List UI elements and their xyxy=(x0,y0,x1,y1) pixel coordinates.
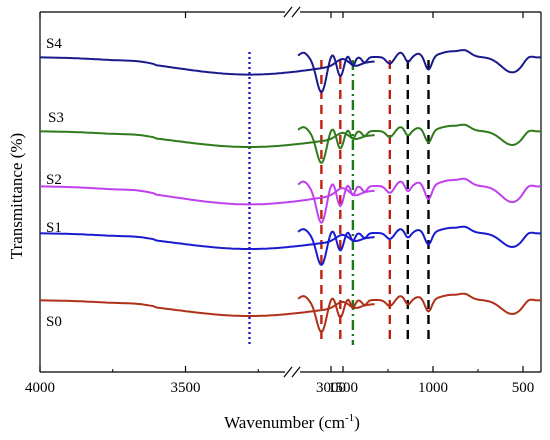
y-axis-title: Transmittance (%) xyxy=(7,133,26,259)
axis-break-mark-bottom xyxy=(291,366,301,378)
series-line-s3 xyxy=(297,123,542,165)
series-line-s0 xyxy=(39,299,375,317)
spectra xyxy=(39,49,542,334)
series-label-s3: S3 xyxy=(48,110,64,126)
axis-break-mark-bottom xyxy=(283,366,293,378)
x-tick-label: 4000 xyxy=(25,380,55,396)
x-tick-label: 1000 xyxy=(418,380,448,396)
series-line-s0 xyxy=(297,292,542,334)
axis-break-mark-top xyxy=(283,6,293,18)
x-tick-label: 3500 xyxy=(171,380,201,396)
series-line-s4 xyxy=(297,49,541,94)
series-line-s1 xyxy=(39,232,375,250)
series-line-s3 xyxy=(39,130,375,148)
series-line-s4 xyxy=(40,56,375,76)
series-line-s2 xyxy=(297,177,541,224)
x-tick-label: 500 xyxy=(512,380,535,396)
series-label-s0: S0 xyxy=(46,314,62,330)
axis-break-mark-top xyxy=(291,6,301,18)
x-tick-label: 3000 xyxy=(316,380,346,396)
series-label-s1: S1 xyxy=(46,220,62,236)
series-label-s4: S4 xyxy=(46,36,62,52)
series-line-s1 xyxy=(297,225,542,267)
series-label-s2: S2 xyxy=(46,172,62,188)
reference-lines xyxy=(248,52,430,345)
x-tick-label: 1500 xyxy=(328,380,358,396)
plot-frame xyxy=(39,6,542,378)
x-axis-title: Wavenumber (cm-1) xyxy=(224,412,360,432)
series-labels: S4 S3 S2 S1 S0 xyxy=(46,36,64,330)
series-line-s2 xyxy=(40,185,375,206)
